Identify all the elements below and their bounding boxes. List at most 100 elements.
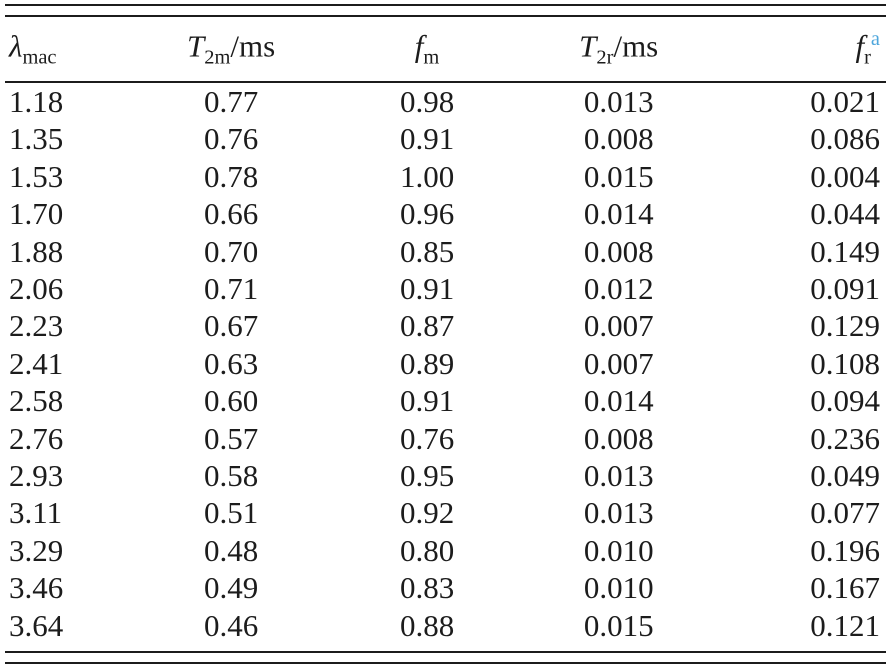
table-cell: 0.012 [583,271,654,307]
table-cell: 0.91 [399,383,455,419]
table-row: 1.70 0.66 0.96 0.014 0.044 [5,195,886,232]
table-row: 2.06 0.71 0.91 0.012 0.091 [5,270,886,307]
table-cell: 0.010 [583,532,654,568]
table-cell: 0.66 [203,196,259,232]
table-cell: 0.89 [399,345,455,381]
table-cell: 2.41 [9,345,64,381]
table-cell: 0.51 [203,495,259,531]
table-cell: 0.004 [810,158,880,194]
table-row: 3.46 0.49 0.83 0.010 0.167 [5,569,886,606]
table-cell: 0.91 [399,121,455,157]
table-cell: 0.129 [810,308,880,344]
table-cell: 0.049 [810,458,880,494]
table-row: 2.93 0.58 0.95 0.013 0.049 [5,457,886,494]
table-row: 2.23 0.67 0.87 0.007 0.129 [5,307,886,344]
table-cell: 0.98 [399,84,455,119]
table-cell: 0.015 [583,607,654,643]
col-header-t2m-ms: T2m/ms [130,17,332,83]
table-cell: 0.88 [399,607,455,643]
table-cell: 0.57 [203,420,259,456]
table-cell: 1.35 [9,121,64,157]
table-row: 1.53 0.78 1.00 0.015 0.004 [5,158,886,195]
table-cell: 3.46 [9,570,64,606]
table-cell: 0.015 [583,158,654,194]
table-cell: 0.007 [583,345,654,381]
table-cell: 3.11 [9,495,63,531]
col-header-fr: fra [714,17,886,83]
table-cell: 0.71 [203,271,259,307]
table-row: 3.64 0.46 0.88 0.015 0.121 [5,607,886,644]
table-cell: 0.008 [583,233,654,269]
table-row: 2.76 0.57 0.76 0.008 0.236 [5,420,886,457]
table-cell: 0.008 [583,420,654,456]
table-cell: 1.88 [9,233,64,269]
table-cell: 0.091 [810,271,880,307]
table-cell: 0.108 [810,345,880,381]
table-cell: 0.014 [583,383,654,419]
table-cell: 0.121 [810,607,880,643]
table-cell: 0.48 [203,532,259,568]
table-cell: 0.236 [810,420,880,456]
table-cell: 0.013 [583,84,654,119]
table-cell: 0.60 [203,383,259,419]
table-cell: 0.76 [399,420,455,456]
table-row: 1.35 0.76 0.91 0.008 0.086 [5,120,886,157]
table-cell: 3.64 [9,607,64,643]
table-cell: 0.021 [810,84,880,119]
table-cell: 0.92 [399,495,455,531]
table-cell: 0.91 [399,271,455,307]
table-row: 3.11 0.51 0.92 0.013 0.077 [5,494,886,531]
header-subscript: mac [22,46,57,69]
table-cell: 0.149 [810,233,880,269]
table-cell: 0.76 [203,121,259,157]
table-cell: 0.87 [399,308,455,344]
table-cell: 0.85 [399,233,455,269]
table-cell: 0.094 [810,383,880,419]
table-cell: 0.83 [399,570,455,606]
table-cell: 0.086 [810,121,880,157]
header-variable: T [579,28,597,64]
table-cell: 2.93 [9,458,64,494]
header-subscript: 2m [204,46,231,69]
table-cell: 0.46 [203,607,259,643]
table-row: 1.88 0.70 0.85 0.008 0.149 [5,233,886,270]
table-cell: 0.80 [399,532,455,568]
table-head: λmac T2m/ms fm T2r/ms fra [5,17,886,83]
table-cell: 0.96 [399,196,455,232]
table-cell: 2.23 [9,308,64,344]
table-cell: 0.014 [583,196,654,232]
table-cell: 0.196 [810,532,880,568]
table-cell: 1.18 [9,84,64,119]
table-cell: 0.77 [203,84,259,119]
table-row: 3.29 0.48 0.80 0.010 0.196 [5,532,886,569]
table-cell: 1.53 [9,158,64,194]
table-body: 1.18 0.77 0.98 0.013 0.021 1.35 0.76 0.91 0.008 0… [5,82,886,644]
table-cell: 0.67 [203,308,259,344]
table-cell: 0.49 [203,570,259,606]
footnote-marker-a: a [870,28,880,51]
col-header-fm: fm [331,17,523,83]
table-cell: 0.013 [583,495,654,531]
bottom-double-rule [5,651,886,665]
table-row: 1.18 0.77 0.98 0.013 0.021 [5,82,886,120]
table-row: 2.41 0.63 0.89 0.007 0.108 [5,345,886,382]
table-cell: 0.70 [203,233,259,269]
table-cell: 0.013 [583,458,654,494]
table-cell: 0.007 [583,308,654,344]
header-variable: f [414,28,424,64]
table-cell: 0.010 [583,570,654,606]
header-variable: f [855,28,865,64]
col-header-t2r-ms: T2r/ms [522,17,715,83]
table-cell: 0.044 [810,196,880,232]
header-subscript: 2r [596,46,614,69]
table-cell: 0.167 [810,570,880,606]
table-cell: 3.29 [9,532,64,568]
table-cell: 1.00 [399,158,455,194]
table-cell: 1.70 [9,196,64,232]
header-suffix: /ms [230,28,276,64]
table-cell: 0.58 [203,458,259,494]
table-row: 2.58 0.60 0.91 0.014 0.094 [5,382,886,419]
header-variable: λ [9,28,23,64]
table-cell: 2.76 [9,420,64,456]
